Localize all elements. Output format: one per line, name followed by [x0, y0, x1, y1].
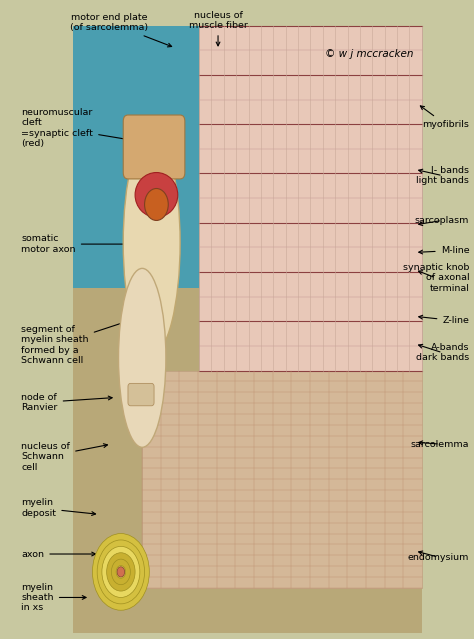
- Text: endomysium: endomysium: [408, 551, 469, 562]
- Circle shape: [92, 534, 149, 610]
- Text: A-bands
dark bands: A-bands dark bands: [416, 343, 469, 362]
- FancyBboxPatch shape: [128, 383, 154, 406]
- Text: © w j mccracken: © w j mccracken: [326, 49, 414, 59]
- Circle shape: [116, 566, 126, 578]
- Text: myelin
sheath
in xs: myelin sheath in xs: [21, 583, 86, 612]
- Ellipse shape: [118, 268, 166, 447]
- Text: somatic
motor axon: somatic motor axon: [21, 235, 129, 254]
- Text: sarcoplasm: sarcoplasm: [415, 216, 469, 226]
- Circle shape: [117, 567, 125, 577]
- Text: nucleus of
Schwann
cell: nucleus of Schwann cell: [21, 442, 108, 472]
- FancyBboxPatch shape: [123, 115, 185, 179]
- FancyBboxPatch shape: [73, 26, 422, 288]
- Circle shape: [97, 540, 145, 604]
- Text: synaptic knob
of axonal
terminal: synaptic knob of axonal terminal: [403, 263, 469, 293]
- Text: segment of
myelin sheath
formed by a
Schwann cell: segment of myelin sheath formed by a Sch…: [21, 320, 129, 365]
- Text: M-line: M-line: [419, 246, 469, 255]
- Text: node of
Ranvier: node of Ranvier: [21, 393, 112, 412]
- Text: myelin
deposit: myelin deposit: [21, 498, 96, 518]
- FancyBboxPatch shape: [199, 26, 422, 371]
- Text: axon: axon: [21, 550, 96, 558]
- Text: nucleus of
muscle fiber: nucleus of muscle fiber: [189, 11, 247, 46]
- Text: Z-line: Z-line: [419, 315, 469, 325]
- Ellipse shape: [123, 131, 180, 355]
- Circle shape: [107, 553, 135, 591]
- Text: neuromuscular
cleft
=synaptic cleft
(red): neuromuscular cleft =synaptic cleft (red…: [21, 108, 138, 148]
- FancyBboxPatch shape: [73, 288, 422, 633]
- Text: sarcolemma: sarcolemma: [411, 440, 469, 449]
- Circle shape: [102, 546, 140, 597]
- Circle shape: [145, 189, 168, 220]
- Text: myofibrils: myofibrils: [420, 106, 469, 129]
- Text: motor end plate
(of sarcolemma): motor end plate (of sarcolemma): [70, 13, 172, 47]
- Ellipse shape: [135, 173, 178, 217]
- Circle shape: [111, 559, 130, 585]
- Text: I- bands
light bands: I- bands light bands: [416, 166, 469, 185]
- FancyBboxPatch shape: [142, 371, 422, 588]
